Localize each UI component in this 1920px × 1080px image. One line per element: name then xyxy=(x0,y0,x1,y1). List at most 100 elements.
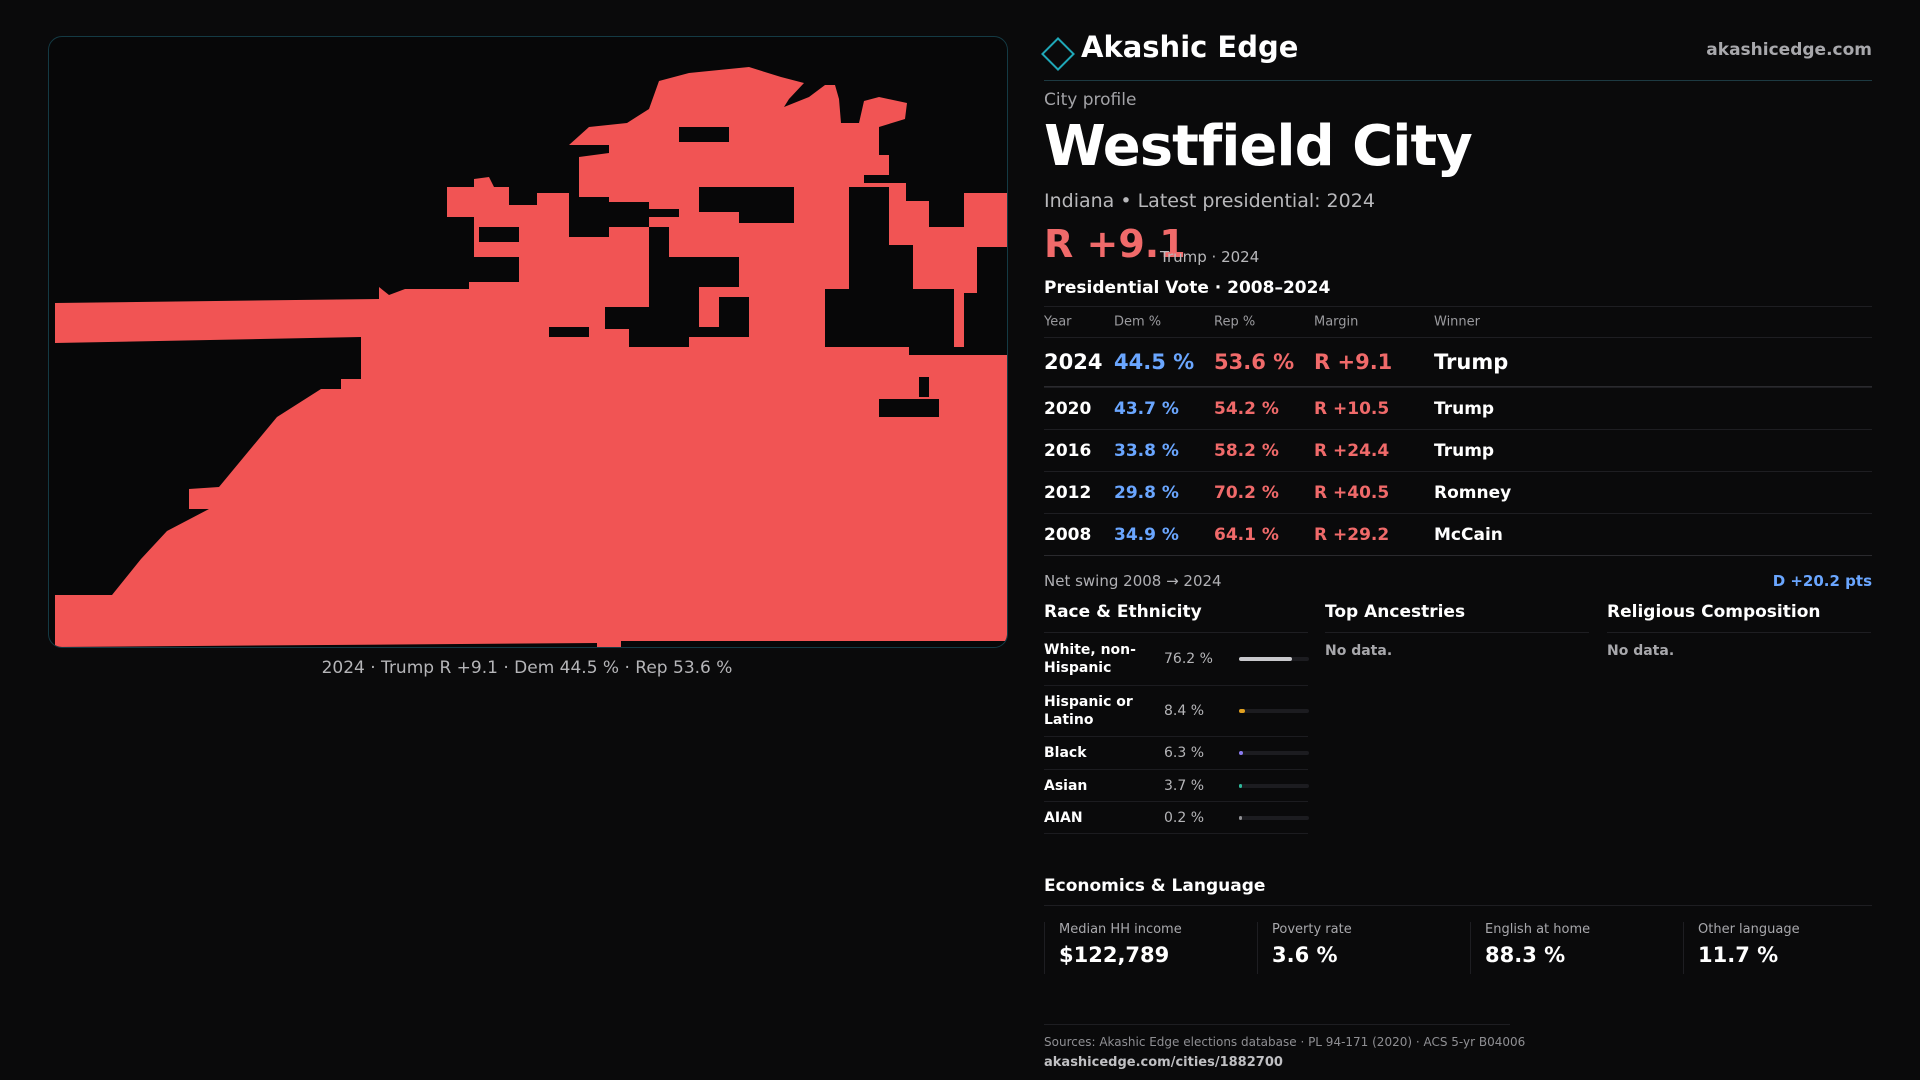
winner-cell: Romney xyxy=(1434,482,1512,503)
stat-english-at-home: English at home 88.3 % xyxy=(1470,922,1685,974)
sources-text: Sources: Akashic Edge elections database… xyxy=(1044,1035,1526,1049)
stat-value: $122,789 xyxy=(1059,943,1170,967)
race-percent: 76.2 % xyxy=(1164,651,1213,667)
table-row: 2012 29.8 % 70.2 % R +40.5 Romney xyxy=(1044,471,1872,513)
header-year: Year xyxy=(1044,314,1072,330)
year-cell: 2020 xyxy=(1044,398,1092,419)
city-boundary-gap xyxy=(549,327,589,337)
headline-margin: R +9.1 xyxy=(1044,222,1186,266)
map-caption: 2024 · Trump R +9.1 · Dem 44.5 % · Rep 5… xyxy=(321,658,733,678)
city-boundary-gap xyxy=(699,187,749,212)
race-row: AIAN 0.2 % xyxy=(1044,802,1309,834)
city-boundary-gap xyxy=(864,175,906,183)
dem-cell: 34.9 % xyxy=(1114,524,1179,545)
dem-cell: 29.8 % xyxy=(1114,482,1179,503)
race-row: Asian 3.7 % xyxy=(1044,770,1309,802)
stat-label: Poverty rate xyxy=(1272,922,1352,937)
city-boundary-gap xyxy=(469,257,519,282)
city-boundary-shape xyxy=(55,67,1007,647)
page-title: Westfield City xyxy=(1044,114,1473,179)
margin-cell: R +9.1 xyxy=(1314,350,1393,374)
race-bar-track xyxy=(1239,709,1309,713)
ancestry-empty-text: No data. xyxy=(1325,643,1393,659)
city-boundary-gap xyxy=(709,272,729,281)
religion-empty-text: No data. xyxy=(1607,643,1675,659)
city-permalink[interactable]: akashicedge.com/cities/1882700 xyxy=(1044,1055,1283,1070)
city-boundary-gap xyxy=(634,209,679,217)
race-row: Black 6.3 % xyxy=(1044,737,1309,770)
economics-divider xyxy=(1044,905,1872,906)
race-label: AIAN xyxy=(1044,809,1083,826)
stat-poverty-rate: Poverty rate 3.6 % xyxy=(1257,922,1472,974)
race-section: Race & Ethnicity White, non-Hispanic 76.… xyxy=(1044,602,1309,834)
table-row: 2024 44.5 % 53.6 % R +9.1 Trump xyxy=(1044,337,1872,387)
margin-cell: R +24.4 xyxy=(1314,440,1390,461)
city-boundary-map xyxy=(55,67,1007,647)
race-bar-track xyxy=(1239,751,1309,755)
brand-header: Akashic Edge akashicedge.com xyxy=(1041,30,1872,81)
rep-cell: 54.2 % xyxy=(1214,398,1279,419)
race-bar-fill xyxy=(1239,815,1242,820)
winner-cell: McCain xyxy=(1434,524,1503,545)
religion-section: Religious Composition No data. xyxy=(1607,602,1871,659)
ancestry-section-title: Top Ancestries xyxy=(1325,602,1589,633)
city-boundary-gap xyxy=(609,202,649,227)
race-percent: 8.4 % xyxy=(1164,703,1205,719)
profile-eyebrow: City profile xyxy=(1044,90,1137,110)
race-bar-fill xyxy=(1239,783,1242,788)
margin-cell: R +29.2 xyxy=(1314,524,1390,545)
stat-value: 88.3 % xyxy=(1485,943,1566,967)
stat-median-income: Median HH income $122,789 xyxy=(1044,922,1259,974)
rep-cell: 70.2 % xyxy=(1214,482,1279,503)
race-bar-track xyxy=(1239,783,1309,788)
header-winner: Winner xyxy=(1434,314,1481,330)
winner-cell: Trump xyxy=(1434,350,1509,374)
stat-label: Median HH income xyxy=(1059,922,1182,937)
stat-value: 11.7 % xyxy=(1698,943,1779,967)
year-cell: 2008 xyxy=(1044,524,1092,545)
year-cell: 2024 xyxy=(1044,350,1103,374)
table-row: 2008 34.9 % 64.1 % R +29.2 McCain xyxy=(1044,513,1872,555)
race-row: Hispanic or Latino 8.4 % xyxy=(1044,686,1309,737)
net-swing-value: D +20.2 pts xyxy=(1772,572,1872,590)
year-cell: 2016 xyxy=(1044,440,1092,461)
city-map[interactable] xyxy=(48,36,1008,648)
city-boundary-gap xyxy=(879,399,939,417)
dem-cell: 33.8 % xyxy=(1114,440,1179,461)
city-boundary-polygon xyxy=(55,67,1007,647)
rep-cell: 58.2 % xyxy=(1214,440,1279,461)
ancestry-section: Top Ancestries No data. xyxy=(1325,602,1589,659)
dem-cell: 44.5 % xyxy=(1114,350,1195,374)
stat-other-language: Other language 11.7 % xyxy=(1683,922,1898,974)
city-boundary-gap xyxy=(739,187,794,223)
table-row: 2016 33.8 % 58.2 % R +24.4 Trump xyxy=(1044,429,1872,471)
race-bar-track xyxy=(1239,657,1309,661)
vote-table-header: Year Dem % Rep % Margin Winner xyxy=(1044,306,1872,337)
race-bar-fill xyxy=(1239,751,1244,755)
brand-site-link[interactable]: akashicedge.com xyxy=(1706,40,1872,60)
race-label: White, non-Hispanic xyxy=(1044,642,1136,676)
dem-cell: 43.7 % xyxy=(1114,398,1179,419)
headline-margin-note: Trump · 2024 xyxy=(1160,248,1260,266)
race-bar-fill xyxy=(1239,657,1293,661)
race-bar-fill xyxy=(1239,709,1245,713)
religion-section-title: Religious Composition xyxy=(1607,602,1871,633)
rep-cell: 64.1 % xyxy=(1214,524,1279,545)
stat-label: English at home xyxy=(1485,922,1591,937)
city-boundary-gap xyxy=(649,237,664,245)
brand-diamond-icon xyxy=(1041,37,1075,71)
sources-divider xyxy=(1044,1024,1510,1025)
vote-table: Year Dem % Rep % Margin Winner 2024 44.5… xyxy=(1044,306,1872,556)
city-boundary-gap xyxy=(479,227,519,242)
race-row: White, non-Hispanic 76.2 % xyxy=(1044,633,1309,686)
race-percent: 6.3 % xyxy=(1164,745,1205,761)
race-section-title: Race & Ethnicity xyxy=(1044,602,1308,633)
city-boundary-gap xyxy=(889,257,913,327)
header-rep: Rep % xyxy=(1214,314,1256,330)
race-bar-track xyxy=(1239,815,1309,820)
table-row: 2020 43.7 % 54.2 % R +10.5 Trump xyxy=(1044,387,1872,429)
stat-value: 3.6 % xyxy=(1272,943,1338,967)
race-label: Hispanic or Latino xyxy=(1044,694,1133,728)
race-label: Black xyxy=(1044,745,1087,761)
margin-cell: R +40.5 xyxy=(1314,482,1390,503)
